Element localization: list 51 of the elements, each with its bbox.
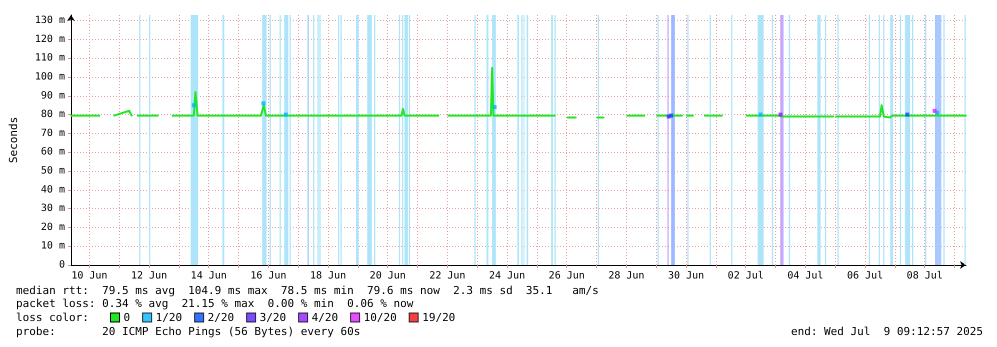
x-tick-label: 16 Jun bbox=[250, 270, 286, 282]
x-tick-label: 12 Jun bbox=[131, 270, 168, 282]
point bbox=[932, 108, 937, 113]
x-tick-label: 24 Jun bbox=[489, 270, 526, 282]
legend-title: loss color: bbox=[16, 311, 89, 324]
point bbox=[284, 112, 288, 117]
x-tick-label: 22 Jun bbox=[429, 270, 466, 282]
text: packet loss: 0.34 % avg 21.15 % max 0.00 % min 0.06 % now bbox=[16, 297, 414, 310]
x-tick-label: 20 Jun bbox=[370, 270, 406, 282]
point bbox=[905, 112, 910, 117]
x-tick-label: 18 Jun bbox=[310, 270, 346, 282]
x-tick-label: 30 Jun bbox=[668, 270, 704, 282]
y-tick-label: 40 m bbox=[40, 184, 65, 196]
y-tick-label: 20 m bbox=[40, 222, 65, 233]
y-axis-title: Seconds bbox=[7, 116, 20, 164]
legend-label: 19/20 bbox=[422, 311, 456, 324]
point bbox=[666, 114, 671, 119]
legend-label: 1/20 bbox=[156, 311, 182, 324]
point bbox=[192, 103, 196, 108]
point bbox=[758, 112, 763, 117]
y-tick-label: 90 m bbox=[40, 90, 65, 102]
point bbox=[778, 112, 783, 117]
y-tick-label: 70 m bbox=[40, 128, 65, 139]
legend-label: 2/20 bbox=[208, 311, 234, 324]
x-tick-label: 08 Jul bbox=[906, 270, 943, 282]
y-tick-label: 130 m bbox=[34, 15, 65, 26]
x-tick-label: 14 Jun bbox=[190, 270, 227, 282]
text: median rtt: 79.5 ms avg 104.9 ms max 78.5 ms min 79.6 ms now 2.3 ms sd 35.1 am/s bbox=[16, 284, 599, 297]
legend-label: 10/20 bbox=[364, 311, 397, 324]
y-tick-label: 50 m bbox=[40, 166, 65, 177]
legend-label: 4/20 bbox=[312, 311, 338, 324]
legend-label: 0 bbox=[124, 311, 130, 324]
x-tick-label: 26 Jun bbox=[548, 270, 585, 282]
x-tick-label: 10 Jun bbox=[71, 270, 108, 282]
y-tick-label: 0 bbox=[58, 260, 65, 270]
point bbox=[261, 101, 266, 106]
x-tick-label: 04 Jul bbox=[787, 270, 824, 282]
y-tick-label: 110 m bbox=[34, 52, 65, 64]
y-tick-label: 60 m bbox=[40, 146, 65, 158]
x-tick-label: 06 Jul bbox=[847, 270, 884, 282]
point bbox=[492, 105, 497, 110]
text: probe: 20 ICMP Echo Pings (56 Bytes) every 60s bbox=[16, 325, 360, 338]
y-tick-label: 120 m bbox=[34, 34, 65, 45]
y-tick-label: 30 m bbox=[40, 203, 65, 214]
x-tick-label: 02 Jul bbox=[728, 270, 764, 282]
y-tick-label: 100 m bbox=[34, 72, 65, 83]
text: end: Wed Jul 9 09:12:57 2025 bbox=[790, 325, 984, 338]
legend-label: 3/20 bbox=[260, 311, 286, 324]
x-tick-label: 28 Jun bbox=[608, 270, 644, 282]
y-tick-label: 10 m bbox=[40, 240, 65, 252]
y-tick-label: 80 m bbox=[40, 109, 65, 120]
